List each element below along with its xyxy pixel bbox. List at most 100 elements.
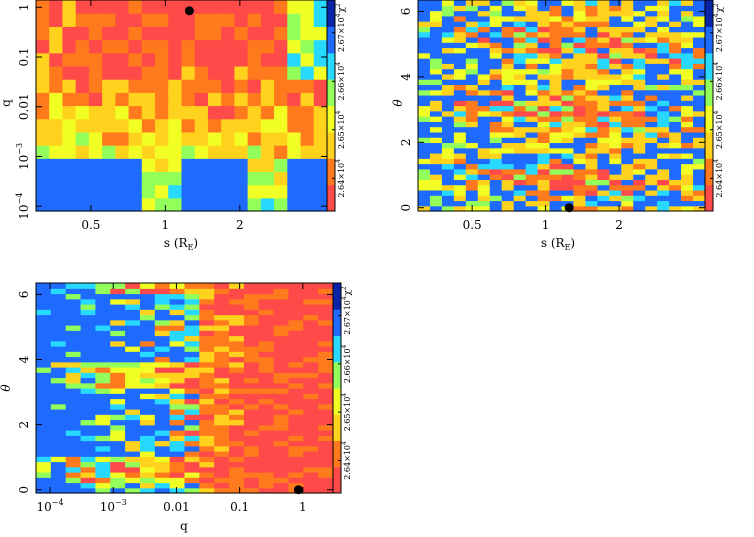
heatmap-cell: [477, 184, 491, 191]
heatmap-cell: [609, 116, 622, 122]
heatmap-cell: [693, 89, 706, 96]
heatmap-cell: [141, 0, 156, 14]
heatmap-cell: [125, 346, 141, 352]
heatmap-cell: [50, 451, 67, 457]
heatmap-cell: [184, 298, 200, 305]
heatmap-cell: [169, 377, 186, 384]
heatmap-cell: [36, 393, 52, 400]
heatmap-cell: [549, 137, 563, 144]
heatmap-cell: [110, 351, 126, 358]
heatmap-cell: [585, 174, 598, 180]
heatmap-cell: [489, 89, 503, 96]
heatmap-cell: [513, 163, 527, 170]
heatmap-cell: [573, 26, 587, 33]
heatmap-cell: [441, 152, 455, 159]
heatmap-cell: [501, 58, 515, 64]
y-axis-label: θ: [391, 99, 405, 107]
heatmap-cell: [273, 319, 290, 326]
heatmap-cell: [418, 179, 431, 186]
heatmap-cell: [609, 131, 622, 138]
heatmap-cell: [169, 340, 186, 347]
heatmap-cell: [169, 388, 186, 394]
heatmap-cell: [214, 477, 230, 484]
heatmap-cell: [221, 92, 236, 107]
heatmap-cell: [573, 184, 587, 191]
heatmap-cell: [429, 174, 443, 180]
heatmap-cell: [110, 372, 126, 379]
heatmap-cell: [525, 73, 539, 80]
heatmap-cell: [573, 5, 587, 12]
heatmap-cell: [657, 0, 670, 6]
heatmap-cell: [525, 26, 539, 33]
heatmap-cell: [75, 145, 90, 159]
heatmap-cell: [168, 92, 183, 107]
heatmap-cell: [549, 26, 563, 33]
heatmap-cell: [525, 68, 539, 75]
heatmap-cell: [489, 200, 503, 207]
heatmap-cell: [36, 283, 52, 289]
heatmap-cell: [489, 15, 503, 22]
heatmap-cell: [441, 179, 455, 186]
heatmap-cell: [288, 335, 304, 342]
heatmap-cell: [465, 116, 479, 122]
heatmap-cell: [585, 121, 598, 128]
heatmap-cell: [141, 171, 156, 186]
heatmap-cell: [102, 118, 116, 133]
heatmap-cell: [585, 89, 598, 96]
heatmap-cell: [243, 393, 260, 400]
heatmap-cell: [110, 398, 126, 405]
heatmap-cell: [169, 319, 186, 326]
heatmap-cell: [693, 26, 706, 33]
heatmap-cell: [513, 15, 527, 22]
heatmap-cell: [80, 340, 96, 347]
heatmap-cell: [128, 197, 143, 212]
heatmap-cell: [229, 314, 245, 321]
heatmap-cell: [453, 152, 467, 159]
heatmap-cell: [303, 351, 319, 358]
heatmap-cell: [645, 5, 658, 12]
heatmap-cell: [125, 414, 141, 421]
heatmap-cell: [303, 377, 319, 384]
heatmap-cell: [36, 430, 52, 436]
heatmap-cell: [513, 121, 527, 128]
heatmap-cell: [669, 168, 682, 175]
heatmap-cell: [633, 15, 646, 22]
heatmap-cell: [561, 15, 575, 22]
heatmap-cell: [418, 15, 431, 22]
heatmap-cell: [669, 142, 682, 149]
heatmap-cell: [441, 137, 455, 144]
heatmap-cell: [102, 92, 116, 107]
heatmap-cell: [429, 10, 443, 17]
heatmap-cell: [65, 451, 82, 457]
heatmap-cells: [36, 283, 334, 494]
heatmap-cell: [110, 472, 126, 478]
heatmap-cell: [489, 142, 503, 149]
heatmap-cell: [260, 184, 275, 199]
heatmap-cell: [429, 0, 443, 6]
heatmap-cell: [139, 445, 156, 452]
heatmap-cell: [621, 189, 634, 196]
heatmap-cell: [669, 137, 682, 144]
heatmap-cell: [214, 419, 230, 426]
heatmap-cell: [549, 100, 563, 107]
heatmap-cell: [429, 94, 443, 101]
heatmap-cell: [95, 403, 111, 410]
heatmap-cell: [477, 21, 491, 27]
heatmap-cell: [681, 168, 694, 175]
heatmap-cell: [561, 126, 575, 133]
heatmap-cell: [95, 309, 111, 316]
heatmap-cell: [229, 487, 245, 494]
heatmap-cell: [125, 377, 141, 384]
heatmap-cell: [229, 472, 245, 478]
heatmap-cell: [288, 356, 304, 363]
heatmap-cell: [585, 79, 598, 86]
heatmap-cell: [155, 39, 169, 54]
heatmap-cell: [573, 84, 587, 91]
heatmap-cell: [65, 472, 82, 478]
heatmap-cell: [36, 377, 52, 384]
heatmap-cell: [199, 487, 215, 494]
heatmap-cell: [199, 346, 215, 352]
heatmap-cell: [537, 152, 551, 159]
heatmap-cell: [184, 367, 200, 373]
heatmap-cell: [184, 356, 200, 363]
